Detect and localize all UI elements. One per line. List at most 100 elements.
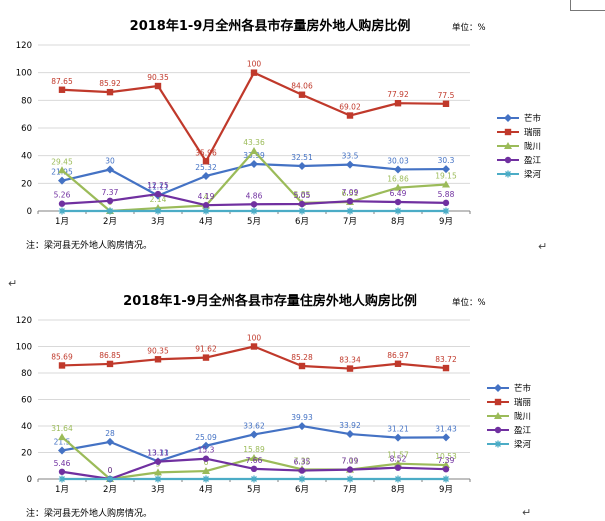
point-mangshi [106,437,114,446]
y-tick-label: 20 [21,449,32,459]
x-tick-label: 5月 [247,217,261,227]
legend-label-yingjiang: 盈江 [524,156,542,166]
point-ruili [106,360,114,368]
point-lianghe [106,475,114,483]
point-lianghe [154,475,162,483]
point-lianghe [154,207,162,215]
data-label-ruili: 91.62 [195,345,217,354]
legend-marker-lianghe [494,440,502,448]
legend-label-longchuan: 陇川 [514,411,531,422]
data-label-yingjiang: 6.35 [294,458,311,467]
data-label-mangshi: 33.92 [339,421,361,430]
point-ruili [298,91,306,98]
legend-marker-ruili [504,128,512,136]
data-label-ruili: 69.02 [339,103,361,112]
data-label-longchuan: 16.86 [387,175,409,184]
point-ruili [346,112,354,119]
y-tick-label: 20 [21,179,32,189]
data-label-longchuan: 15.89 [243,445,265,454]
data-label-ruili: 35.96 [195,148,217,157]
point-longchuan [250,147,258,155]
data-label-mangshi: 13.33 [147,448,169,457]
legend-marker-ruili [494,398,502,406]
data-label-longchuan: 43.36 [243,138,265,147]
x-tick-label: 7月 [343,485,357,495]
point-mangshi [394,165,402,174]
data-label-ruili: 100 [247,334,262,343]
data-label-yingjiang: 15.3 [198,446,215,455]
data-label-mangshi: 30.3 [438,156,455,165]
legend-label-longchuan: 陇川 [524,141,541,152]
data-label-mangshi: 30.03 [387,156,409,165]
point-lianghe [250,207,258,215]
unit-label: 单位：% [452,22,486,33]
data-label-yingjiang: 4.86 [246,191,263,200]
point-ruili [442,100,450,107]
data-label-longchuan: 19.15 [435,172,457,181]
point-lianghe [58,475,66,483]
data-label-longchuan: 6.51 [342,189,359,198]
x-tick-label: 5月 [247,485,261,495]
data-label-yingjiang: 5.26 [54,191,71,200]
data-label-ruili: 85.69 [51,352,73,361]
point-yingjiang [442,199,450,207]
x-tick-label: 4月 [199,485,213,495]
x-tick-label: 9月 [439,485,453,495]
point-lianghe [394,207,402,215]
x-tick-label: 1月 [55,485,69,495]
x-tick-label: 1月 [55,217,69,227]
data-label-ruili: 77.5 [438,91,455,100]
data-label-yingjiang: 7.37 [102,188,119,197]
point-mangshi [346,160,354,169]
data-label-ruili: 84.06 [291,82,313,91]
point-yingjiang [202,202,210,209]
data-label-longchuan: 0 [108,466,113,475]
data-label-longchuan: 4 [204,192,209,201]
data-label-yingjiang: 7.09 [342,188,359,197]
legend-label-ruili: 瑞丽 [524,127,542,138]
point-mangshi [202,171,210,180]
y-tick-label: 60 [21,396,32,406]
legend-label-lianghe: 梁河 [514,439,532,450]
data-label-mangshi: 25.32 [195,163,217,172]
point-longchuan [442,180,450,188]
x-tick-label: 3月 [151,485,165,495]
point-yingjiang [58,200,66,207]
unit-label: 单位：% [452,297,486,308]
data-label-mangshi: 33.62 [243,421,265,430]
point-lianghe [58,207,66,215]
data-label-ruili: 86.85 [99,351,121,360]
x-tick-label: 3月 [151,217,165,227]
data-label-mangshi: 32.51 [291,153,313,162]
point-lianghe [202,207,210,215]
point-ruili [346,365,354,372]
legend-label-ruili: 瑞丽 [514,397,532,408]
point-ruili [298,362,306,370]
data-label-mangshi: 31.21 [387,425,409,434]
data-label-yingjiang: 7.09 [342,457,359,466]
data-label-longchuan: 6 [204,458,209,467]
point-longchuan [442,461,450,469]
point-lianghe [346,475,354,483]
point-mangshi [298,422,306,431]
data-label-ruili: 83.72 [435,355,457,364]
data-label-mangshi: 30 [105,157,115,166]
point-ruili [202,354,210,361]
data-label-ruili: 85.92 [99,79,121,88]
chart-title: 2018年1-9月全州各县市存量房外地人购房比例 [130,18,411,34]
data-label-ruili: 90.35 [147,73,169,82]
y-tick-label: 80 [21,96,32,106]
data-label-longchuan: 10.53 [435,452,457,461]
data-label-ruili: 77.92 [387,90,409,99]
data-label-yingjiang: 13.11 [147,449,169,458]
point-longchuan [250,453,258,461]
legend-label-mangshi: 芒市 [524,113,542,124]
y-tick-label: 120 [16,41,32,51]
data-label-yingjiang: 5.05 [294,191,311,200]
x-tick-label: 8月 [391,485,405,495]
chart-2-note: 注：梁河县无外地人购房情况。 [26,509,153,519]
x-tick-label: 8月 [391,217,405,227]
point-ruili [202,158,210,165]
legend-marker-longchuan [504,142,512,149]
data-label-longchuan: 7.11 [342,457,359,466]
